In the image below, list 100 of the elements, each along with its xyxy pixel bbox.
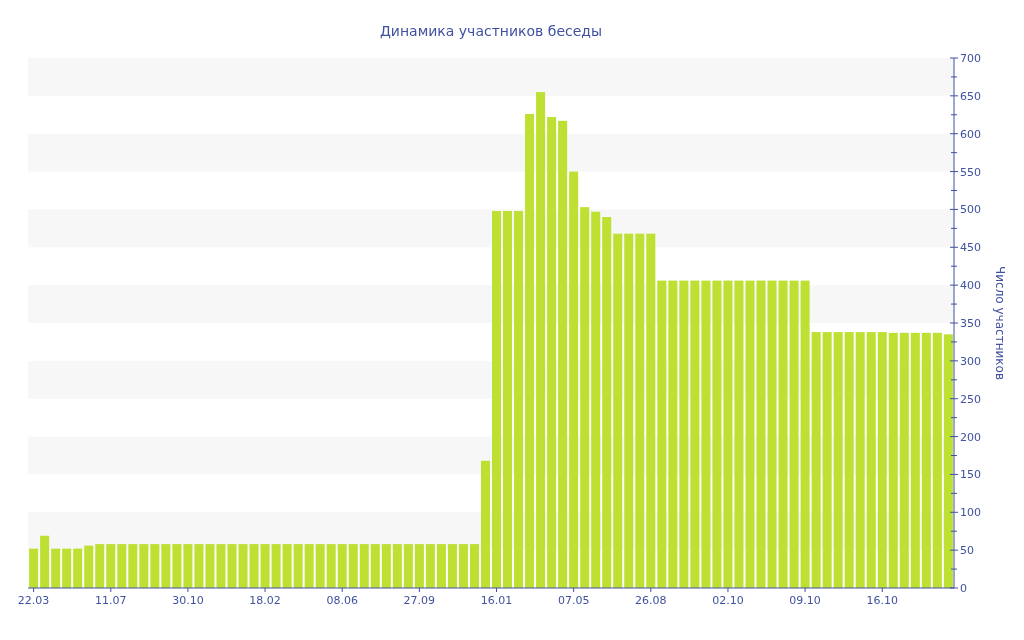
bar <box>370 544 380 588</box>
y-tick-label: 600 <box>960 127 981 141</box>
bar <box>425 544 435 588</box>
bar <box>458 544 468 588</box>
y-tick-label: 550 <box>960 165 981 179</box>
y-tick-label: 150 <box>960 468 981 482</box>
bar <box>381 544 391 588</box>
x-tick-label: 02.10 <box>712 594 744 607</box>
bar <box>205 544 215 588</box>
bar <box>635 233 645 588</box>
bar <box>613 233 623 588</box>
bar <box>447 544 457 588</box>
bar <box>811 332 821 588</box>
y-tick-label: 0 <box>960 582 967 595</box>
bar <box>866 332 876 588</box>
x-tick-label: 11.07 <box>95 594 127 607</box>
bar <box>514 210 524 588</box>
bar <box>139 544 149 588</box>
bar <box>657 280 667 588</box>
bar <box>888 332 898 588</box>
bar <box>536 92 546 588</box>
x-tick-label: 16.01 <box>480 594 513 607</box>
bar <box>238 544 248 588</box>
y-tick-label: 300 <box>960 354 981 368</box>
bar <box>161 544 171 588</box>
bar <box>315 544 325 588</box>
bar <box>932 332 942 588</box>
bar <box>778 280 788 588</box>
bar <box>822 332 832 588</box>
bar <box>558 120 568 588</box>
bar <box>701 280 711 588</box>
y-tick-label: 50 <box>960 544 974 558</box>
bar <box>877 332 887 588</box>
bar <box>436 544 446 588</box>
bar <box>414 544 424 588</box>
bar <box>756 280 766 588</box>
bar <box>84 545 94 588</box>
y-tick-label: 200 <box>960 430 981 444</box>
x-tick-label: 08.06 <box>326 594 358 607</box>
bar <box>337 544 347 588</box>
y-tick-label: 450 <box>960 241 981 255</box>
bar <box>95 544 105 588</box>
y-tick-label: 650 <box>960 89 981 103</box>
x-tick-label: 16.10 <box>866 594 898 607</box>
bar <box>745 280 755 588</box>
bar <box>293 544 303 588</box>
bar <box>899 332 909 588</box>
bar <box>282 544 292 588</box>
y-tick-label: 500 <box>960 203 981 217</box>
y-tick-label: 400 <box>960 279 981 293</box>
bar <box>855 332 865 588</box>
y-tick-label: 700 <box>960 52 981 65</box>
y-tick-label: 350 <box>960 317 981 330</box>
bar <box>679 280 689 588</box>
bar <box>789 280 799 588</box>
bar <box>183 544 193 588</box>
bar <box>503 210 513 588</box>
bar <box>326 544 336 588</box>
bar <box>525 114 535 588</box>
bar <box>767 280 777 588</box>
bar <box>723 280 733 588</box>
bar <box>910 332 920 588</box>
bar <box>62 548 72 588</box>
bar <box>227 544 237 588</box>
bar <box>172 544 182 588</box>
bar <box>51 548 61 588</box>
bar <box>249 544 259 588</box>
bar <box>844 332 854 588</box>
bar <box>271 544 281 588</box>
bar <box>150 544 160 588</box>
bar <box>602 217 612 588</box>
bar <box>624 233 634 588</box>
bar <box>580 207 590 588</box>
bar <box>348 544 358 588</box>
bar <box>491 210 502 588</box>
bar <box>469 544 479 588</box>
bar <box>403 544 413 588</box>
bar <box>106 544 116 588</box>
bar <box>547 117 557 588</box>
bar <box>260 544 270 588</box>
y-axis-title: Число участников <box>993 266 1007 380</box>
x-tick-label: 09.10 <box>789 594 821 607</box>
x-tick-label: 22.03 <box>17 594 50 607</box>
x-tick-label: 07.05 <box>557 594 590 607</box>
bar <box>800 280 810 588</box>
x-tick-label: 30.10 <box>172 594 204 607</box>
chart-title: Динамика участников беседы <box>379 23 603 39</box>
bar <box>712 280 722 588</box>
x-tick-label: 26.08 <box>635 594 667 607</box>
bar <box>359 544 369 588</box>
bar <box>117 544 127 588</box>
bar <box>216 544 226 588</box>
bar <box>128 544 138 588</box>
bar <box>480 460 491 588</box>
x-tick-label: 18.02 <box>249 594 281 607</box>
bar <box>591 211 601 588</box>
bar <box>392 544 402 588</box>
bar <box>73 548 83 588</box>
y-tick-label: 250 <box>960 392 981 406</box>
bar <box>569 171 579 588</box>
